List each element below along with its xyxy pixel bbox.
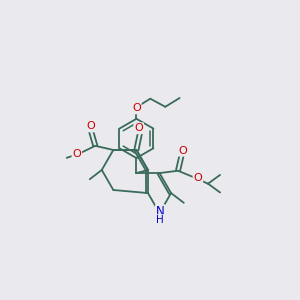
Text: O: O xyxy=(134,123,143,133)
Text: O: O xyxy=(73,149,81,159)
Text: H: H xyxy=(156,215,164,225)
Text: N: N xyxy=(156,205,165,218)
Text: O: O xyxy=(132,103,141,113)
Text: O: O xyxy=(194,173,202,183)
Text: O: O xyxy=(87,122,95,131)
Text: O: O xyxy=(178,146,187,156)
